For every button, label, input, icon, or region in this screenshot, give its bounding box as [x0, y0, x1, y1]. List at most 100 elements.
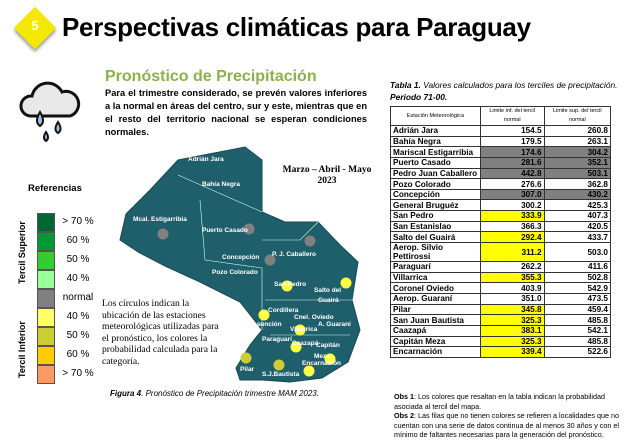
map-label: Guairá — [318, 297, 339, 304]
table-cell-value: 351.0 — [479, 292, 545, 305]
table-cell-value: 276.6 — [479, 178, 545, 190]
map-label: San Pedro — [274, 281, 306, 288]
table-row: Encarnación 339.4 522.6 — [390, 346, 612, 358]
table-period: Periodo 71-00. — [390, 92, 448, 102]
table-row: San Estanislao 366.3 420.5 — [390, 220, 612, 233]
table-cell-value: 339.4 — [479, 346, 545, 358]
legend-swatch — [37, 232, 55, 251]
table-cell-value: 411.6 — [543, 261, 612, 273]
table-label: Tabla 1. — [390, 80, 421, 90]
map-label: Mcal. Estigarribia — [133, 216, 187, 223]
observation-label: Obs 1 — [394, 392, 414, 401]
observations: Obs 1: Los colores que resaltan en la ta… — [394, 392, 619, 440]
tercile-table: Estación Meteorológica Limite inf. del te… — [390, 106, 612, 358]
table-cell-value: 430.2 — [543, 188, 612, 201]
table-cell-value: 473.5 — [543, 292, 612, 305]
station-name: Puerto Casado — [390, 156, 481, 169]
table-cell-value: 304.2 — [543, 146, 612, 158]
table-cell-value: 154.5 — [479, 125, 545, 137]
legend-swatch — [37, 327, 55, 346]
table-row: Capitán Meza 325.3 485.8 — [390, 335, 612, 348]
observation-label: Obs 2 — [394, 411, 414, 420]
legend-label: 50 % — [66, 330, 90, 341]
station-circle — [290, 341, 302, 353]
map-label: A. Guaraní — [318, 321, 351, 328]
table-cell-value: 459.4 — [543, 303, 612, 316]
table-cell-value: 325.3 — [479, 335, 545, 348]
station-name: Adrián Jara — [390, 125, 481, 137]
map-note: Los círculos indican la ubicación de las… — [102, 298, 219, 367]
legend-title: Referencias — [28, 183, 82, 194]
legend-swatch — [37, 346, 55, 365]
rain-cloud-icon — [19, 81, 81, 143]
station-circle — [303, 365, 315, 377]
table-cell-value: 260.8 — [543, 125, 612, 137]
table-cell-value: 345.8 — [479, 303, 545, 316]
legend-label: 40 % — [66, 273, 90, 284]
map-label: Cnel. Oviedo — [294, 314, 334, 321]
map-label: Meza — [314, 353, 330, 360]
table-row: Concepción 307.0 430.2 — [390, 188, 612, 201]
legend-swatch — [37, 213, 55, 232]
legend-label: 40 % — [66, 311, 90, 322]
table-cell-value: 383.1 — [479, 324, 545, 337]
map-label: Salto del — [314, 287, 341, 294]
observation-text: : Los colores que resaltan en la tabla i… — [394, 392, 605, 411]
table-row: Salto del Guairá 292.4 433.7 — [390, 231, 612, 244]
table-cell-value: 292.4 — [479, 231, 545, 244]
table-cell-value: 281.6 — [479, 156, 545, 169]
map-label: Concepción — [222, 254, 259, 261]
table-cell-value: 542.9 — [543, 282, 612, 294]
table-row: Aerop. Guaraní 351.0 473.5 — [390, 292, 612, 305]
table-cell-value: 502.8 — [543, 271, 612, 284]
table-cell-value: 485.8 — [543, 314, 612, 326]
table-row: Puerto Casado 281.6 352.1 — [390, 156, 612, 169]
table-cell-value: 311.2 — [479, 242, 545, 263]
column-header: Limite sup. del tercil normal — [543, 106, 612, 126]
station-name: Caazapá — [390, 324, 481, 337]
station-circle — [304, 235, 316, 247]
station-circle — [281, 280, 293, 292]
section-title: Pronóstico de Precipitación — [105, 68, 317, 85]
station-name: Villarrica — [390, 271, 481, 284]
legend-label: 60 % — [66, 235, 90, 246]
forecast-period: Marzo – Abril - Mayo 2023 — [272, 165, 382, 187]
column-header: Limite inf. del tercil normal — [479, 106, 545, 126]
table-cell-value: 420.5 — [543, 220, 612, 233]
station-name: Aerop. Silvio Pettirossi — [390, 242, 481, 263]
station-name: Bahía Negra — [390, 135, 481, 148]
station-name: Salto del Guairá — [390, 231, 481, 244]
station-circle — [264, 254, 276, 266]
map-label: Caazapá — [292, 340, 319, 347]
table-cell-value: 407.3 — [543, 210, 612, 222]
station-circle — [294, 324, 306, 336]
period-months: Marzo – Abril - Mayo — [282, 165, 372, 175]
table-cell-value: 522.6 — [543, 346, 612, 358]
legend-label: normal — [62, 292, 94, 303]
legend-swatch — [37, 251, 55, 270]
station-name: San Estanislao — [390, 220, 481, 233]
table-cell-value: 403.9 — [479, 282, 545, 294]
map-label: Paraguarí — [262, 336, 292, 343]
station-name: Capitán Meza — [390, 335, 481, 348]
station-circle — [243, 223, 255, 235]
map-label: Adrián Jara — [188, 156, 224, 163]
station-name: Encarnación — [390, 346, 481, 358]
table-cell-value: 352.1 — [543, 156, 612, 169]
station-circle — [324, 353, 336, 365]
station-name: Pedro Juan Caballero — [390, 167, 481, 180]
table-cell-value: 503.0 — [543, 242, 612, 263]
map-label: Cordillera — [268, 307, 299, 314]
table-cell-value: 442.8 — [479, 167, 545, 180]
table-row: Coronel Oviedo 403.9 542.9 — [390, 282, 612, 294]
table-cell-value: 485.8 — [543, 335, 612, 348]
table-cell-value: 307.0 — [479, 188, 545, 201]
page-title: Perspectivas climáticas para Paraguay — [62, 12, 531, 42]
table-cell-value: 366.3 — [479, 220, 545, 233]
table-cell-value: 362.8 — [543, 178, 612, 190]
table-row: Aerop. Silvio Pettirossi 311.2 503.0 — [390, 242, 612, 263]
station-name: Paraguarí — [390, 261, 481, 273]
period-year: 2023 — [317, 176, 337, 186]
table-cell-value: 179.5 — [479, 135, 545, 148]
observation: Obs 2: Las filas que no tienen colores s… — [394, 411, 619, 440]
